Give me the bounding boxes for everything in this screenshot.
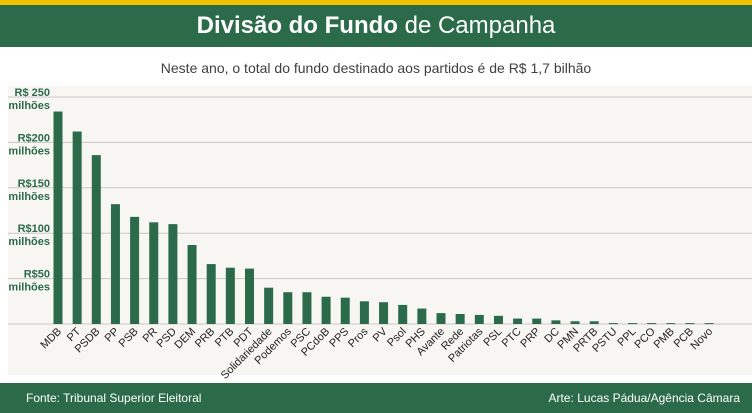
y-tick-label: R$50 milhões [8,269,50,294]
bar-pros [359,301,369,324]
bar-solidariedade [264,287,274,324]
y-tick-label: R$100 milhões [8,223,50,248]
bar-phs [417,308,427,324]
x-tick-label: Psol [385,326,409,350]
x-tick-label: PRP [518,326,542,350]
x-tick-label: MDB [38,326,64,352]
bar-ptb [225,267,235,324]
bar-avante [436,313,446,324]
title-bold: Divisão do Fundo [196,12,398,39]
bar-pcdob [321,296,331,324]
y-tick-label: R$150 milhões [8,178,50,203]
x-tick-label: PTC [500,326,524,350]
bar-dc [551,320,561,324]
bar-pr [149,222,159,324]
x-tick-label: PCO [632,325,658,351]
x-tick-label: PSL [481,326,504,349]
bar-psdb [91,155,101,324]
bar-ptc [513,318,523,324]
bar-mdb [53,111,63,324]
footer-source: Fonte: Tribunal Superior Eleitoral [26,391,202,405]
bar-psc [302,292,312,324]
bar-pp [110,204,120,324]
bar-psl [493,315,503,324]
chart-subtitle: Neste ano, o total do fundo destinado ao… [160,60,592,76]
bar-pps [340,297,350,324]
title-rest: de Campanha [404,12,556,39]
x-tick-label: DEM [172,326,198,352]
bar-psol [398,304,408,324]
x-tick-label: PTB [213,326,237,350]
bar-pt [72,131,82,324]
footer-credit: Arte: Lucas Pádua/Agência Câmara [548,391,740,405]
bar-pco [647,323,657,325]
bar-psd [168,224,178,324]
bar-prb [206,264,216,324]
bar-psb [130,216,140,324]
bar-pmb [666,323,676,325]
y-tick-label: R$ 250 milhões [8,87,50,112]
title-banner: Divisão do Fundo de Campanha [0,5,752,47]
bar-prp [532,318,542,324]
bar-podemos [283,292,293,324]
bar-pdt [245,268,254,324]
bar-pstu [608,323,618,325]
y-tick-label: R$200 milhões [8,132,50,157]
bar-patriotas [474,314,484,324]
footer-bar: Fonte: Tribunal Superior Eleitoral Arte:… [0,383,752,413]
x-tick-label: Novo [689,326,716,353]
x-tick-label: PSB [117,326,141,350]
bar-rede [455,314,465,324]
x-tick-label: PRB [193,326,217,350]
bar-pv [379,302,389,324]
bar-ppl [628,323,637,325]
bar-pcb [685,323,695,325]
bar-pmn [570,321,580,324]
x-tick-label: Pros [346,325,371,350]
x-tick-label: PPS [327,326,351,350]
bar-novo [704,323,714,325]
bar-prtb [589,321,599,324]
bar-dem [187,245,197,324]
x-tick-label: PMB [652,326,677,351]
accent-stripe [0,0,752,5]
